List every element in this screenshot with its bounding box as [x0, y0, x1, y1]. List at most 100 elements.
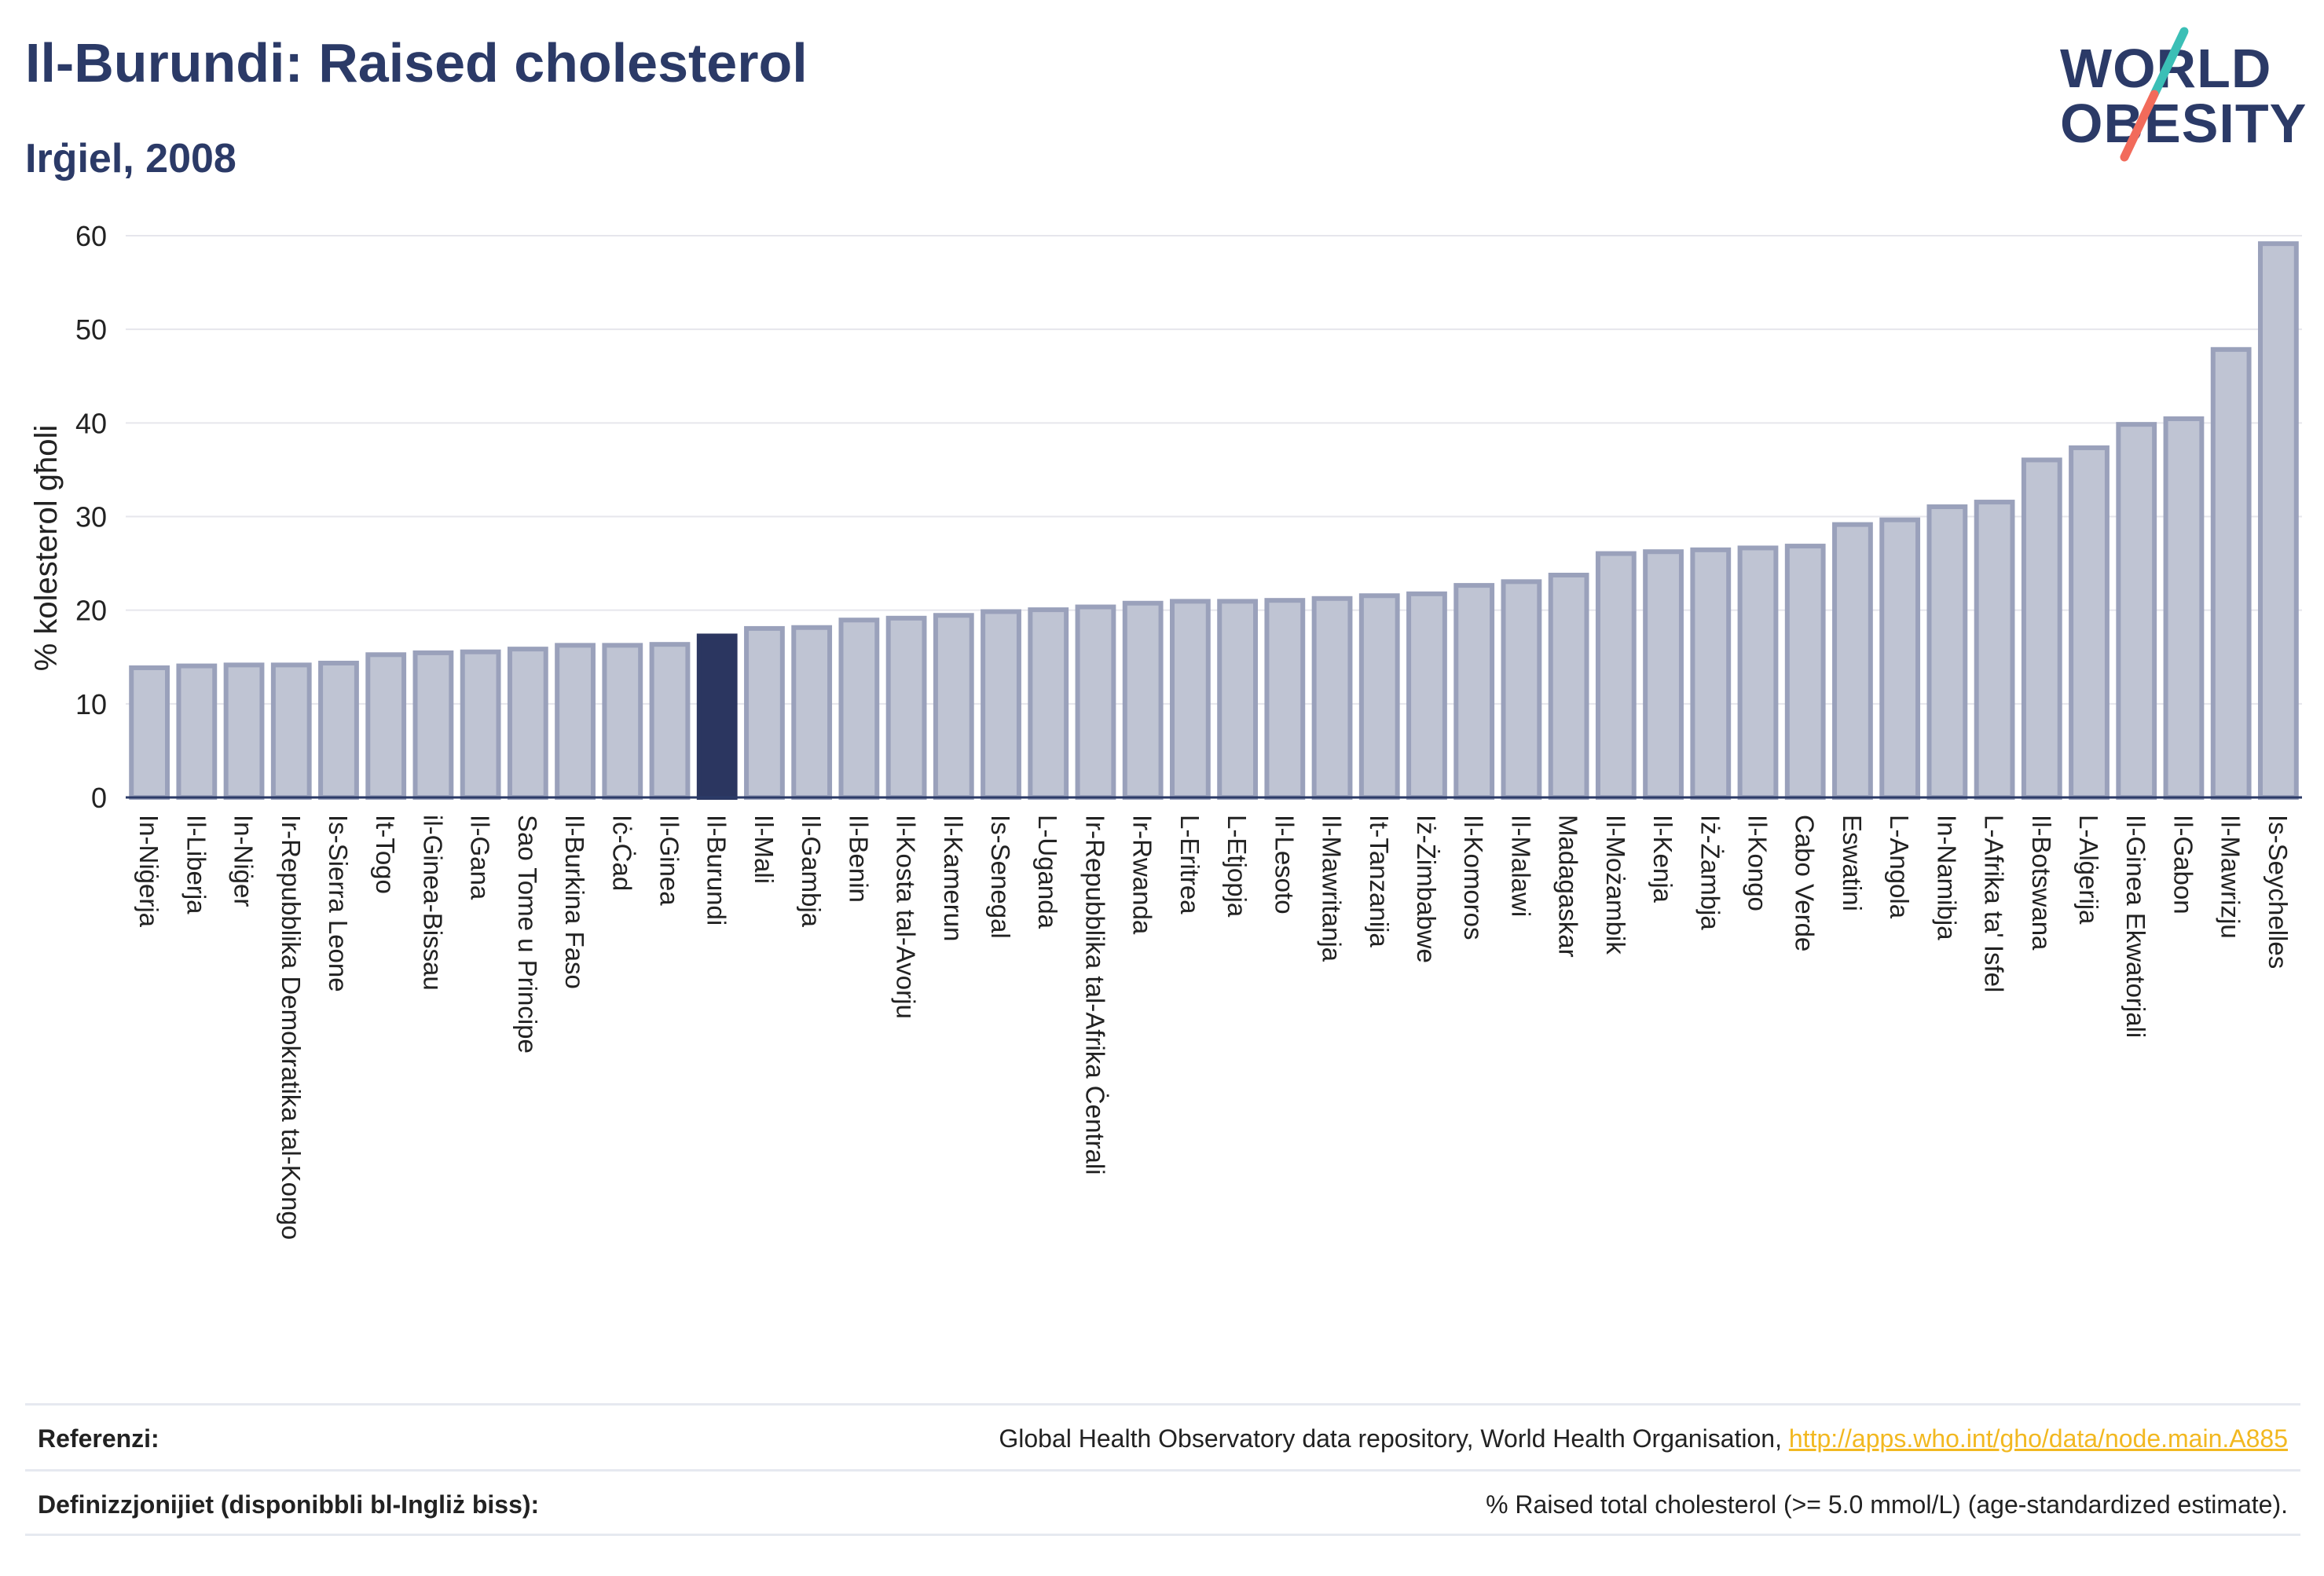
- bar: [1217, 599, 1259, 800]
- bar: [1028, 607, 1069, 801]
- logo-slash-icon: [2120, 27, 2189, 162]
- x-tick-label: Il-Mali: [750, 815, 779, 884]
- bar: [176, 663, 218, 801]
- bar: [744, 625, 785, 800]
- bar: [885, 615, 927, 800]
- bar: [1501, 579, 1542, 800]
- bar: [129, 665, 170, 800]
- x-tick-label: In-Niġer: [229, 815, 258, 907]
- y-tick-label: 60: [75, 220, 107, 252]
- x-tick-label: Iċ-Ċad: [607, 815, 636, 891]
- x-tick-label: In-Niġerja: [134, 815, 163, 928]
- bar: [649, 642, 691, 801]
- x-tick-label: Ir-Repubblika Demokratika tal-Kongo: [277, 815, 306, 1240]
- bar: [2069, 445, 2110, 800]
- x-tick-label: Il-Ginea Ekwatorjali: [2121, 815, 2150, 1038]
- definitions-text: % Raised total cholesterol (>= 5.0 mmol/…: [1486, 1490, 2288, 1519]
- references-value: Global Health Observatory data repositor…: [999, 1424, 2288, 1453]
- x-tick-label: L-Etjopja: [1222, 815, 1252, 918]
- references-row: Referenzi: Global Health Observatory dat…: [25, 1403, 2300, 1472]
- bar: [696, 633, 738, 800]
- x-tick-label: Iż-Żimbabwe: [1412, 815, 1441, 963]
- references-text: Global Health Observatory data repositor…: [999, 1424, 1789, 1453]
- bar: [1264, 598, 1306, 800]
- x-tick-label: Il-Gabon: [2168, 815, 2198, 914]
- x-tick-label: Madagaskar: [1554, 815, 1583, 958]
- x-tick-label: Ir-Rwanda: [1128, 815, 1157, 935]
- bar: [602, 643, 643, 800]
- x-tick-label: Sao Tome u Principe: [513, 815, 542, 1054]
- bar: [1690, 547, 1732, 800]
- bar: [223, 662, 265, 801]
- x-tick-label: L-Alġerija: [2074, 815, 2103, 925]
- bar: [2257, 241, 2299, 800]
- x-tick-label: L-Angola: [1885, 815, 1914, 919]
- bar: [1832, 522, 1873, 800]
- y-tick-label: 30: [75, 501, 107, 533]
- bar: [1311, 596, 1353, 801]
- x-tick-label: Cabo Verde: [1791, 815, 1820, 951]
- footer-divider: [25, 1534, 2300, 1536]
- bar: [555, 643, 596, 800]
- x-tick-label: L-Eritrea: [1175, 815, 1204, 914]
- x-tick-label: Is-Senegal: [986, 815, 1015, 939]
- bar: [460, 649, 501, 801]
- x-tick-label: Il-Lesoto: [1270, 815, 1299, 914]
- x-tick-label: L-Afrika ta' Isfel: [1980, 815, 2009, 992]
- x-tick-label: Il-Burundi: [702, 815, 731, 925]
- bar: [2021, 457, 2062, 800]
- bar: [1784, 544, 1826, 800]
- y-axis-title: % kolesterol għoli: [29, 425, 64, 672]
- references-link[interactable]: http://apps.who.int/gho/data/node.main.A…: [1788, 1424, 2288, 1453]
- x-tick-label: Ir-Repubblika tal-Afrika Ċentrali: [1080, 815, 1109, 1175]
- bar: [1926, 504, 1968, 800]
- definitions-row: Definizzjonijiet (disponibbli bl-Ingliż …: [25, 1469, 2300, 1538]
- x-tick-label: il-Ginea-Bissau: [418, 815, 447, 991]
- x-tick-label: It-Togo: [371, 815, 400, 894]
- x-tick-label: Il-Mawritanja: [1318, 815, 1347, 962]
- bar: [507, 647, 548, 800]
- bars: [129, 241, 2299, 801]
- x-tick-label: Il-Kosta tal-Avorju: [892, 815, 921, 1019]
- bar: [412, 650, 454, 800]
- bar: [1169, 599, 1211, 800]
- logo-line2: OBESITY: [2060, 93, 2308, 154]
- y-tick-label: 50: [75, 313, 107, 346]
- x-tick-label: Is-Sierra Leone: [324, 815, 353, 992]
- chart-title: Il-Burundi: Raised cholesterol: [25, 32, 808, 93]
- bar: [1974, 500, 2015, 800]
- definitions-label: Definizzjonijiet (disponibbli bl-Ingliż …: [38, 1490, 540, 1519]
- x-tick-label: Iż-Żambja: [1695, 815, 1725, 930]
- x-tick-label: Il-Malawi: [1506, 815, 1535, 917]
- bar: [1643, 549, 1684, 800]
- bar: [1737, 545, 1779, 800]
- y-tick-labels: 0 10 20 30 40 50 60: [75, 220, 107, 814]
- bar: [981, 609, 1021, 800]
- bar: [1406, 591, 1447, 800]
- bar: [1879, 517, 1921, 800]
- chart-subtitle: Irġiel, 2008: [25, 136, 236, 181]
- x-tick-label: Il-Możambik: [1601, 815, 1630, 955]
- x-tick-label: Is-Seychelles: [2264, 815, 2293, 969]
- world-obesity-logo: WORLD OBESITY: [2043, 24, 2310, 165]
- x-tick-label: Il-Benin: [844, 815, 873, 903]
- x-tick-label: Il-Mawrizju: [2216, 815, 2245, 939]
- x-tick-label: Il-Komoros: [1459, 815, 1488, 940]
- x-tick-label: Il-Burkina Faso: [560, 815, 589, 989]
- y-tick-label: 40: [75, 407, 107, 439]
- references-label: Referenzi:: [38, 1424, 159, 1453]
- x-tick-label: L-Uganda: [1033, 815, 1062, 929]
- x-tick-label: It-Tanzanija: [1365, 815, 1394, 947]
- bar: [1453, 583, 1495, 800]
- x-tick-label: In-Namibja: [1932, 815, 1961, 940]
- bar: [933, 613, 974, 800]
- bar: [1548, 573, 1589, 800]
- bar: [365, 652, 407, 801]
- bar: [2210, 346, 2252, 800]
- x-tick-label: Il-Liberja: [181, 815, 211, 914]
- y-tick-label: 20: [75, 595, 107, 627]
- x-tick-label: Il-Gana: [466, 815, 495, 900]
- bar: [838, 618, 880, 801]
- x-tick-label: Il-Botswana: [2027, 815, 2056, 951]
